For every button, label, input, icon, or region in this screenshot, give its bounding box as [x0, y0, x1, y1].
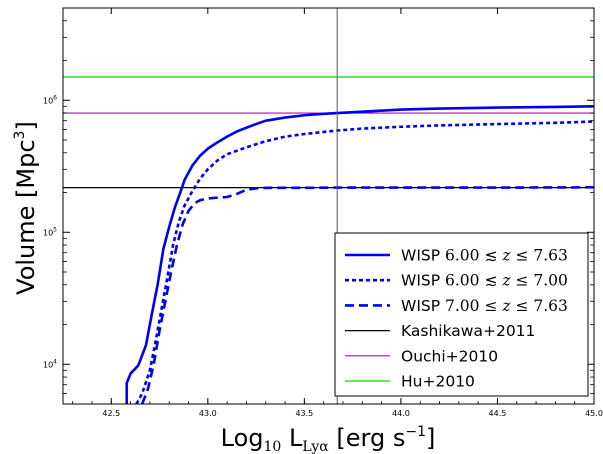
plot-lines	[63, 76, 594, 404]
x-axis: 42.5 43.0 43.5 44.0 44.5 45.0	[72, 8, 603, 418]
x-tick-label: 43.0	[199, 409, 217, 418]
x-tick-label: 45.0	[585, 409, 603, 418]
legend-label-4: Ouchi+2010	[401, 347, 498, 365]
y-tick-label: 106	[43, 94, 57, 105]
x-tick-label: 43.5	[295, 409, 313, 418]
legend-label-0: WISP 6.00 ≲ z ≤ 7.63	[401, 247, 568, 265]
series-line-1	[135, 120, 594, 404]
x-axis-label: Log10 LLyα [erg s−1]	[221, 424, 436, 454]
x-tick-label: 44.0	[392, 409, 410, 418]
x-tick-label: 42.5	[102, 409, 120, 418]
y-tick-label: 105	[43, 226, 57, 237]
legend: WISP 6.00 ≲ z ≤ 7.63 WISP 6.00 ≲ z ≤ 7.00…	[334, 232, 589, 397]
legend-label-3: Kashikawa+2011	[401, 322, 535, 340]
y-axis: 104 105 106	[43, 20, 594, 394]
series-line-0	[125, 105, 594, 404]
legend-label-5: Hu+2010	[401, 373, 475, 391]
y-tick-label: 104	[43, 358, 57, 369]
plot-frame	[62, 7, 595, 405]
legend-label-1: WISP 6.00 ≲ z ≤ 7.00	[401, 272, 568, 290]
legend-frame	[334, 232, 589, 397]
y-axis-label: Volume [Mpc3]	[12, 121, 40, 295]
legend-label-2: WISP 7.00 ≤ z ≤ 7.63	[401, 297, 568, 315]
x-tick-label: 44.5	[489, 409, 507, 418]
